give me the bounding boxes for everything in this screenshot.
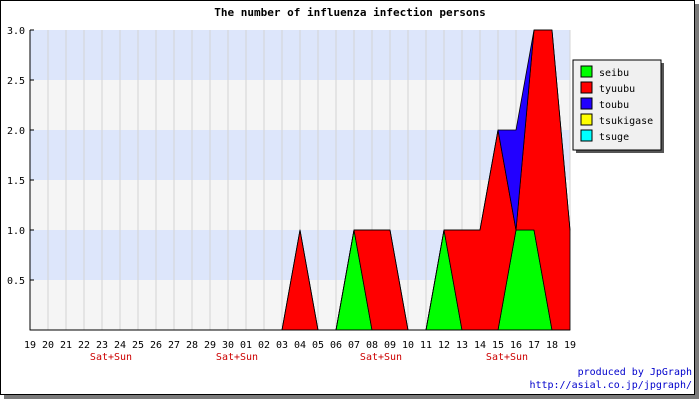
weekend-label: Sat+Sun: [216, 352, 258, 363]
y-tick-label: 1.5: [7, 176, 25, 187]
x-tick-label: 26: [150, 340, 162, 351]
credit-line-1: produced by JpGraph: [577, 367, 692, 378]
weekend-labels: Sat+Sun Sat+Sun Sat+Sun Sat+Sun: [90, 352, 528, 363]
x-tick-label: 13: [456, 340, 468, 351]
x-tick-label: 01: [240, 340, 252, 351]
x-tick-label: 24: [114, 340, 126, 351]
x-tick-label: 15: [492, 340, 504, 351]
x-tick-label: 03: [276, 340, 288, 351]
x-tick-label: 16: [510, 340, 522, 351]
x-tick-label: 18: [546, 340, 558, 351]
y-tick-labels: 0.5 1.0 1.5 2.0 2.5 3.0: [7, 26, 34, 287]
y-tick-label: 0.5: [7, 276, 25, 287]
legend-swatch-toubu: [580, 97, 593, 110]
legend-label-tyuubu: tyuubu: [599, 84, 635, 95]
y-tick-label: 1.0: [7, 226, 25, 237]
y-tick-label: 2.0: [7, 126, 25, 137]
x-tick-label: 12: [438, 340, 450, 351]
legend-label-toubu: toubu: [599, 100, 629, 111]
x-tick-label: 22: [78, 340, 90, 351]
x-tick-label: 19: [564, 340, 576, 351]
x-tick-label: 06: [330, 340, 342, 351]
legend-swatch-seibu: [580, 65, 593, 78]
x-tick-label: 21: [60, 340, 72, 351]
x-tick-label: 23: [96, 340, 108, 351]
x-tick-label: 08: [366, 340, 378, 351]
x-tick-label: 14: [474, 340, 486, 351]
legend-swatch-tsuge: [580, 129, 593, 142]
x-tick-label: 07: [348, 340, 360, 351]
x-tick-label: 20: [42, 340, 54, 351]
x-tick-label: 27: [168, 340, 180, 351]
x-tick-label: 17: [528, 340, 540, 351]
legend-swatch-tyuubu: [580, 81, 593, 94]
x-tick-label: 11: [420, 340, 432, 351]
x-tick-label: 10: [402, 340, 414, 351]
weekend-label: Sat+Sun: [360, 352, 402, 363]
legend-label-seibu: seibu: [599, 68, 629, 79]
y-tick-label: 2.5: [7, 76, 25, 87]
x-tick-label: 25: [132, 340, 144, 351]
x-tick-labels: 19 20 21 22 23 24 25 26 27 28 29 30 01 02 03 04 05 06 07 08…: [24, 340, 576, 351]
x-tick-label: 09: [384, 340, 396, 351]
y-tick-label: 3.0: [7, 26, 25, 37]
x-tick-label: 19: [24, 340, 36, 351]
legend: seibu tyuubu toubu tsukigase tsuge: [572, 59, 664, 153]
legend-label-tsukigase: tsukigase: [599, 116, 653, 127]
x-tick-label: 05: [312, 340, 324, 351]
weekend-label: Sat+Sun: [90, 352, 132, 363]
x-tick-label: 02: [258, 340, 270, 351]
x-tick-label: 29: [204, 340, 216, 351]
legend-swatch-tsukigase: [580, 113, 593, 126]
x-tick-label: 04: [294, 340, 306, 351]
credit-link[interactable]: http://asial.co.jp/jpgraph/: [529, 380, 692, 391]
x-tick-label: 30: [222, 340, 234, 351]
chart-title: The number of influenza infection person…: [214, 6, 486, 19]
x-tick-label: 28: [186, 340, 198, 351]
weekend-label: Sat+Sun: [486, 352, 528, 363]
legend-label-tsuge: tsuge: [599, 132, 629, 143]
